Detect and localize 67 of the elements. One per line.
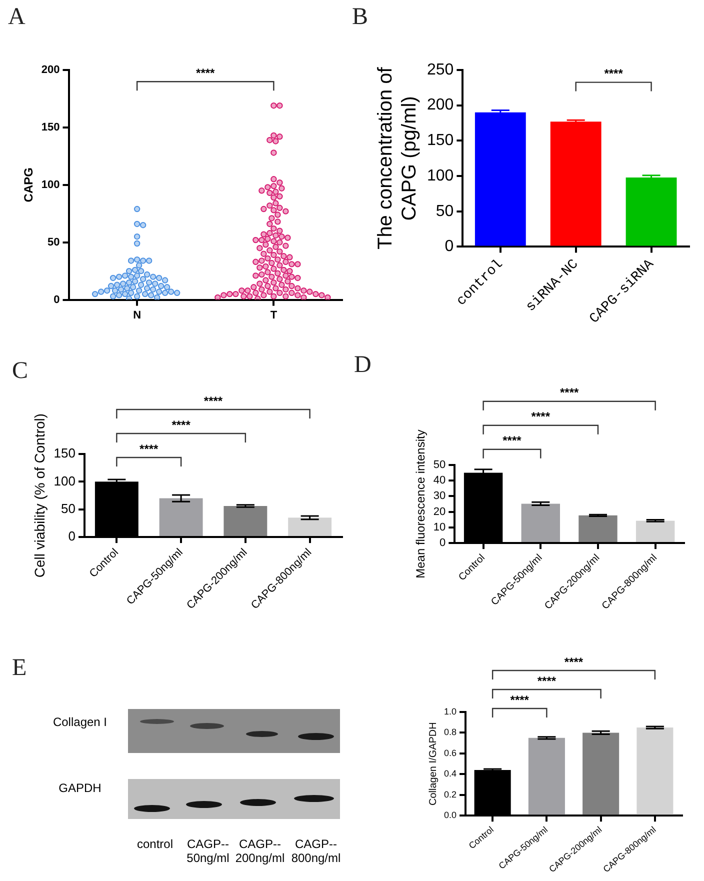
bar (626, 177, 677, 246)
annotation: **** (604, 66, 624, 81)
text: **** (537, 674, 556, 688)
annotation: **** (140, 442, 159, 456)
y-tick-label: 30 (433, 490, 446, 502)
y-tick-label: 0 (54, 294, 60, 306)
bar (636, 728, 674, 815)
text: **** (502, 434, 522, 448)
y-tick-label: 20 (433, 506, 446, 518)
y-tick-label: 0 (440, 537, 446, 550)
y-tick-label: 150 (41, 121, 60, 134)
y-tick-label: 100 (41, 178, 60, 191)
x-tick-label: N (133, 309, 142, 322)
y-tick-label: 100 (426, 167, 454, 184)
annotation: **** (196, 66, 216, 80)
text: E (12, 655, 27, 682)
bar (474, 112, 526, 246)
text: **** (564, 654, 584, 669)
y-tick-label: 0.4 (444, 768, 457, 779)
y-tick-label: 150 (54, 446, 76, 461)
text: CAGP-- 800ng/ml (290, 837, 342, 865)
bar (521, 504, 560, 542)
text: CAGP-- 200ng/ml (234, 837, 286, 865)
y-tick-label: 50 (61, 500, 76, 516)
y-tick-label: 1.0 (444, 706, 457, 716)
y-axis-title: Mean fluorescence intensity (414, 430, 428, 578)
text: B (352, 4, 368, 31)
y-tick-label: 50 (48, 236, 60, 248)
y-tick-label: 0.2 (444, 789, 457, 800)
y-tick-label: 10 (433, 521, 446, 534)
text: **** (560, 386, 579, 400)
y-axis-title: The concentration of CAPG (pg/ml) (374, 66, 421, 250)
y-tick-label: 150 (426, 132, 454, 150)
y-tick-label: 200 (41, 64, 60, 76)
bar (550, 122, 602, 246)
y-tick-label: 100 (54, 473, 76, 488)
y-axis-title: Cell viability (% of Control) (31, 413, 48, 578)
y-tick-label: 250 (426, 61, 454, 78)
bar (528, 738, 565, 815)
text: Collagen I (52, 715, 108, 729)
text: D (354, 352, 372, 379)
y-axis-title: CAPG (22, 168, 36, 202)
bar (288, 518, 332, 536)
x-tick-label: T (270, 309, 278, 322)
bar (224, 506, 268, 536)
text: **** (172, 418, 191, 432)
bar (578, 515, 618, 542)
text: **** (531, 410, 550, 424)
y-tick-label: 50 (433, 459, 446, 472)
y-tick-label: 0.8 (444, 727, 457, 738)
text: **** (510, 692, 530, 707)
y-tick-label: 0.6 (444, 748, 457, 758)
y-tick-label: 0 (444, 238, 454, 256)
y-tick-label: 200 (426, 96, 454, 114)
y-tick-label: 0 (68, 528, 76, 544)
y-axis-title: Collagen I/GAPDH (428, 722, 439, 806)
y-tick-label: 40 (433, 474, 446, 487)
bar (582, 732, 620, 815)
text: **** (204, 394, 223, 408)
bar (636, 520, 675, 542)
text: CAGP-- 50ng/ml (186, 837, 230, 865)
y-tick-label: 0.0 (444, 810, 457, 820)
bar (159, 498, 203, 536)
text: GAPDH (58, 781, 102, 795)
text: C (12, 358, 28, 385)
text: A (8, 4, 26, 31)
y-tick-label: 50 (436, 202, 454, 220)
